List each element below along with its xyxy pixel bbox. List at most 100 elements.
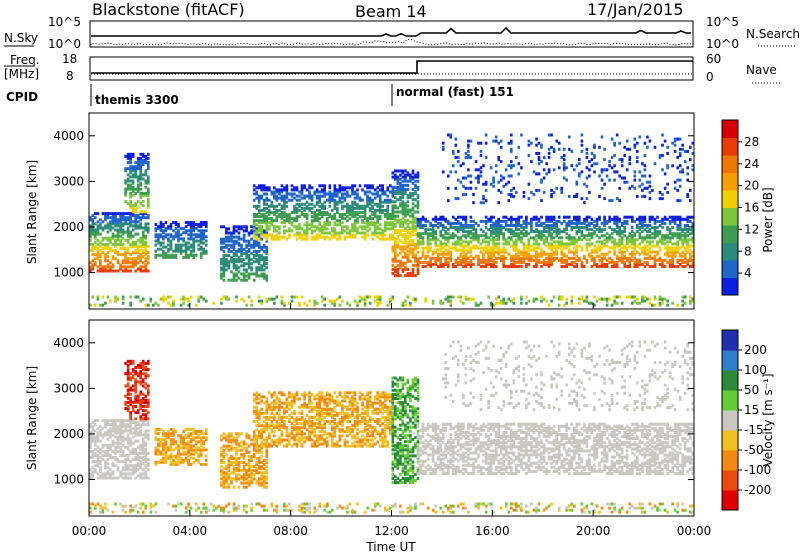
echo-cell [593,260,596,264]
echo-cell [678,262,682,266]
echo-cell [119,433,122,437]
echo-cell [570,260,574,264]
echo-cell [656,226,659,229]
echo-cell [358,184,362,188]
echo-cell [109,249,112,252]
echo-cell [245,256,248,260]
echo-cell [257,241,261,245]
echo-cell [119,470,122,474]
echo-cell [131,154,135,158]
echo-cell [119,234,122,238]
echo-cell [222,278,226,282]
echo-cell [257,235,261,239]
echo-cell [361,231,364,235]
echo-cell [91,439,95,443]
echo-cell [600,252,604,256]
echo-cell [464,193,468,196]
echo-cell [141,421,145,425]
echo-cell [562,176,566,180]
echo-cell [197,299,200,303]
echo-cell [285,194,289,198]
echo-cell [464,244,468,248]
echo-cell [383,190,387,194]
echo-cell [580,226,584,229]
echo-cell [522,252,526,256]
echo-cell [129,218,132,222]
echo-cell [628,215,632,219]
echo-cell [129,372,132,376]
echo-cell [661,143,664,147]
echo-cell [328,215,332,219]
echo-cell [462,244,465,248]
echo-cell [615,224,619,227]
echo-cell [623,244,626,248]
echo-cell [94,468,97,472]
echo-cell [673,232,677,236]
echo-cell [144,476,148,480]
echo-cell [134,464,137,468]
echo-cell [109,222,112,226]
echo-cell [434,242,437,246]
echo-cell [613,265,616,268]
echo-cell [162,249,165,253]
echo-cell [378,198,382,202]
echo-cell [661,168,664,172]
echo-cell [111,464,115,468]
echo-cell [396,274,400,278]
echo-cell [608,215,611,219]
echo-cell [242,274,246,278]
echo-cell [205,235,208,239]
echo-cell [618,240,621,244]
echo-cell [404,233,407,237]
echo-cell [285,200,289,204]
echo-cell [326,235,329,239]
echo-cell [641,174,644,178]
echo-cell [436,265,440,268]
echo-cell [245,229,248,233]
echo-cell [300,233,304,237]
echo-cell [290,184,294,188]
echo-cell [691,238,695,242]
echo-cell [540,252,543,256]
echo-cell [91,421,95,425]
echo-cell [131,179,135,183]
echo-cell [424,265,427,268]
echo-cell [686,238,689,242]
echo-cell [454,228,458,232]
echo-cell [141,269,145,273]
echo-cell [535,240,538,244]
echo-cell [562,265,566,268]
echo-cell [109,445,112,449]
echo-cell [517,260,521,264]
echo-cell [421,242,425,246]
echo-cell [371,217,374,221]
echo-cell [323,235,326,239]
echo-cell [247,295,251,299]
echo-cell [507,217,511,221]
echo-cell [346,208,349,212]
echo-cell [121,472,125,476]
echo-cell [462,193,465,196]
echo-cell [189,225,193,229]
echo-cell [588,228,591,232]
echo-cell [404,229,407,232]
echo-cell [431,252,435,256]
echo-cell [104,244,107,248]
echo-cell [126,390,130,394]
echo-cell [502,250,505,254]
echo-cell [560,242,563,246]
echo-cell [646,145,649,149]
echo-cell [469,226,473,229]
echo-cell [129,476,132,480]
echo-cell [116,259,120,263]
echo-cell [131,470,135,474]
echo-cell [240,249,243,253]
echo-cell [575,250,579,254]
echo-cell [280,221,284,225]
echo-cell [535,172,538,176]
echo-cell [441,246,445,250]
echo-cell [139,212,142,216]
echo-cell [580,246,584,250]
echo-cell [348,208,352,212]
echo-cell [663,242,667,246]
